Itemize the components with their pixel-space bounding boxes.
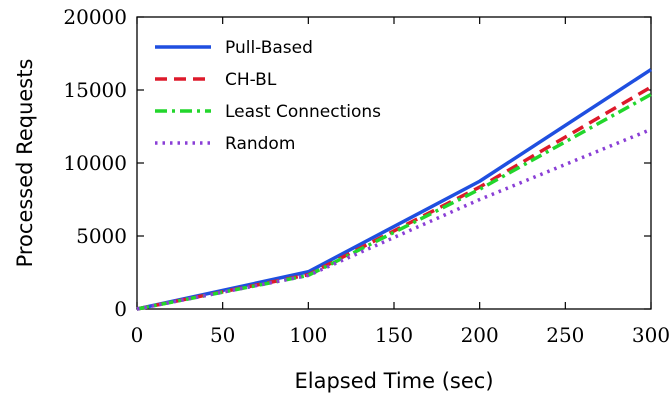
legend-label: Pull-Based	[225, 38, 313, 58]
x-tick-label: 100	[289, 323, 327, 347]
legend-label: CH-BL	[225, 70, 277, 90]
series-line	[136, 85, 652, 311]
legend-label: Random	[225, 134, 295, 154]
series-line	[136, 92, 652, 311]
x-tick-label: 200	[461, 323, 499, 347]
x-axis-label: Elapsed Time (sec)	[294, 369, 493, 393]
y-tick-label: 0	[114, 297, 127, 321]
y-axis-ticks: 0 5000 10000 15000 20000	[63, 5, 651, 321]
x-tick-label: 50	[210, 323, 235, 347]
legend-label: Least Connections	[225, 102, 381, 122]
y-axis-label: Processed Requests	[13, 59, 37, 268]
x-tick-label: 300	[632, 323, 670, 347]
y-tick-label: 5000	[76, 224, 127, 248]
plot-frame	[136, 16, 652, 310]
y-tick-label: 15000	[63, 78, 127, 102]
x-tick-label: 250	[546, 323, 584, 347]
series-line	[136, 127, 652, 311]
series-line	[136, 68, 652, 311]
x-tick-label: 150	[375, 323, 413, 347]
x-tick-label: 0	[131, 323, 144, 347]
y-tick-label: 20000	[63, 5, 127, 29]
x-axis-ticks: 0 50 100 150 200 250 300	[131, 17, 670, 347]
plot-area	[136, 16, 652, 310]
legend: Pull-Based CH-BL Least Connections Random	[155, 38, 381, 154]
series-layer	[136, 68, 652, 311]
y-tick-label: 10000	[63, 151, 127, 175]
